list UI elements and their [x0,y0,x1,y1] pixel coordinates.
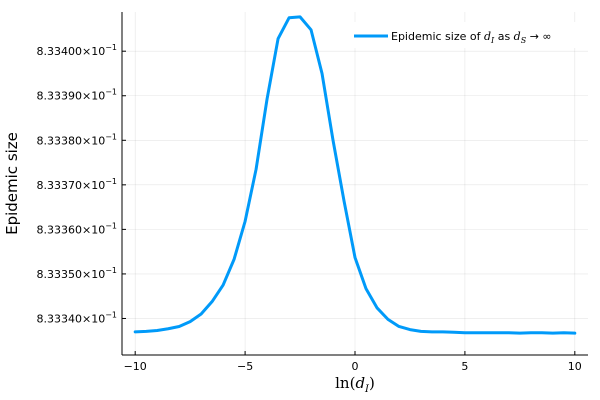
x-axis-label: ln(dI) [335,374,375,395]
y-axis-label: Epidemic size [3,132,21,235]
y-grid [122,50,588,319]
legend: Epidemic size of dI as dS → ∞ [346,22,582,48]
y-tick-label-5: 8.33390×10−1 [37,88,118,103]
x-ticks: −10 −5 0 5 10 [124,351,582,373]
x-tick-label-0: −10 [124,360,147,373]
y-tick-label-4: 8.33380×10−1 [37,132,118,147]
y-tick-label-2: 8.33360×10−1 [37,221,118,236]
x-tick-label-3: 5 [461,360,468,373]
x-tick-label-1: −5 [237,360,253,373]
series-layer [133,15,577,335]
x-tick-label-2: 0 [352,360,359,373]
x-tick-label-4: 10 [568,360,582,373]
legend-entry-series-1: Epidemic size of dI as dS → ∞ [391,30,552,45]
y-tick-label-1: 8.33350×10−1 [37,266,118,281]
y-tick-label-0: 8.33340×10−1 [37,310,118,325]
y-tick-label-3: 8.33370×10−1 [37,177,118,192]
series-line-1 [133,15,577,335]
y-ticks: 8.33340×10−1 8.33350×10−1 8.33360×10−1 8.33… [37,43,126,325]
y-tick-label-6: 8.33400×10−1 [37,43,118,58]
x-grid [134,12,576,355]
